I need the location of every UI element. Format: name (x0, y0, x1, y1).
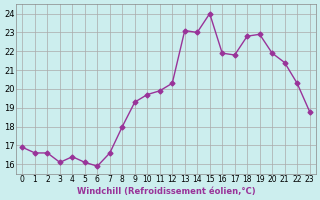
X-axis label: Windchill (Refroidissement éolien,°C): Windchill (Refroidissement éolien,°C) (77, 187, 255, 196)
